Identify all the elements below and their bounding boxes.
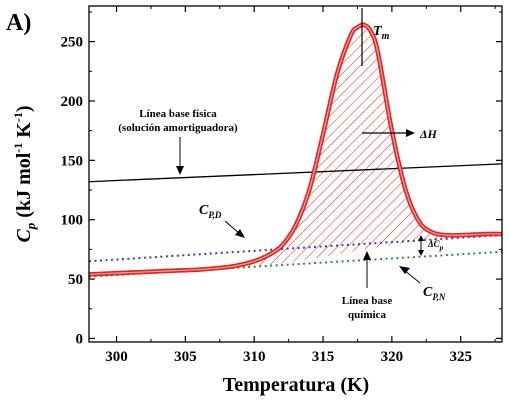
- cpd-label: CP,D: [199, 203, 222, 220]
- chem-baseline-label-1: Línea base: [342, 295, 393, 307]
- cpn-arrow: [403, 269, 421, 284]
- chem-baseline-label-2: química: [348, 309, 386, 321]
- panel-label: A): [6, 10, 31, 36]
- x-tick-label: 325: [449, 349, 472, 365]
- y-tick-label: 250: [61, 35, 84, 51]
- cpn-label: CP,N: [423, 285, 446, 302]
- series-buffer-baseline: [89, 163, 502, 183]
- chem-baseline-arrowhead: [363, 251, 371, 260]
- tm-label: Tm: [373, 24, 390, 42]
- cpd-arrowhead: [235, 229, 245, 238]
- series-cp-curve-core: [89, 24, 502, 275]
- y-tick-label: 100: [61, 213, 84, 229]
- series-layer: [89, 22, 502, 278]
- plot-frame: [88, 5, 503, 343]
- tick-layer: 300 305 310 315 320 325 0 50 100 150 200 250: [61, 6, 502, 365]
- dcp-arrowhead-top: [418, 235, 424, 241]
- dcp-label: ΔCp: [427, 239, 444, 252]
- enthalpy-hatched-area: [240, 25, 447, 268]
- x-tick-label: 315: [312, 349, 335, 365]
- buffer-baseline-label-2: (solución amortiguadora): [118, 122, 238, 134]
- x-tick-label: 310: [243, 349, 266, 365]
- buffer-baseline-arrowhead: [176, 166, 184, 175]
- y-tick-label: 200: [61, 94, 84, 110]
- y-tick-label: 150: [61, 153, 84, 169]
- x-axis-title: Temperatura (K): [223, 374, 369, 396]
- x-tick-label: 300: [105, 349, 128, 365]
- y-tick-label: 0: [76, 331, 84, 347]
- y-tick-label: 50: [68, 272, 83, 288]
- x-tick-label: 320: [381, 349, 404, 365]
- dh-arrowhead: [406, 129, 415, 137]
- x-tick-label: 305: [174, 349, 197, 365]
- dh-label: ΔH: [419, 127, 438, 141]
- cpn-arrowhead: [399, 266, 410, 274]
- dcp-arrowhead-bottom: [418, 250, 424, 256]
- buffer-baseline-label-1: Línea base física: [139, 108, 217, 120]
- y-axis-title: Cp (kJ mol-1 K-1): [11, 105, 38, 242]
- cpd-arrow: [224, 220, 241, 235]
